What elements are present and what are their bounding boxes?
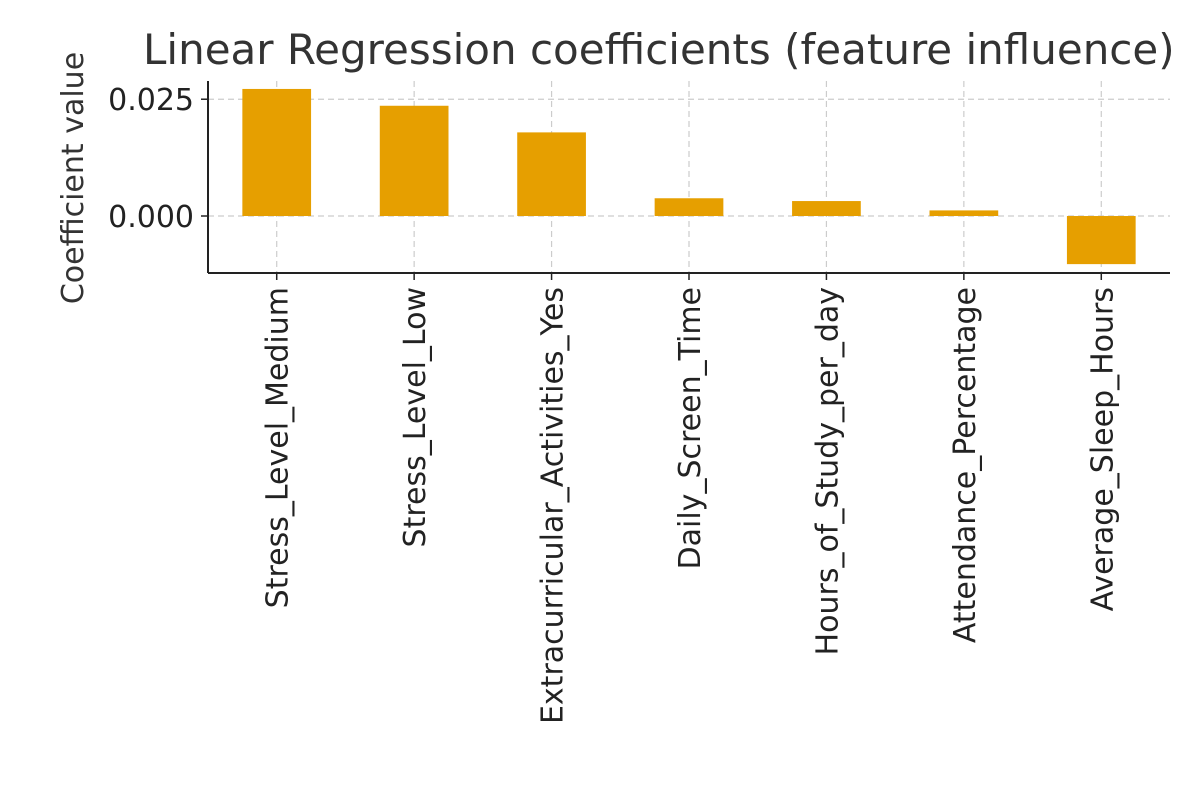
x-tick-label: Average_Sleep_Hours (1085, 287, 1120, 611)
chart-title: Linear Regression coefficients (feature … (143, 25, 1175, 74)
bar-stress-level-low (379, 105, 449, 217)
bar-average-sleep-hours (1066, 216, 1136, 265)
y-tick-label: 0.025 (108, 83, 194, 118)
y-axis-label: Coefficient value (56, 52, 91, 304)
bar-extracurricular-activities-yes (517, 132, 586, 217)
bar-daily-screen-time (654, 198, 724, 217)
x-tick-label: Extracurricular_Activities_Yes (536, 287, 571, 724)
grid (208, 81, 1170, 273)
bars (242, 88, 1136, 265)
ticks: 0.000 0.025 Stress_Level_Medium Stress_Leve… (108, 83, 1120, 724)
x-tick-label: Daily_Screen_Time (673, 287, 708, 569)
bar-hours-of-study-per-day (792, 201, 861, 217)
y-tick-label: 0.000 (108, 200, 194, 235)
x-tick-label: Hours_of_Study_per_day (810, 287, 845, 655)
x-tick-label: Stress_Level_Medium (261, 287, 296, 608)
bar-stress-level-medium (242, 88, 312, 217)
bar-attendance-percentage (929, 210, 999, 217)
x-tick-label: Stress_Level_Low (398, 287, 433, 547)
x-tick-label: Attendance_Percentage (948, 287, 983, 643)
